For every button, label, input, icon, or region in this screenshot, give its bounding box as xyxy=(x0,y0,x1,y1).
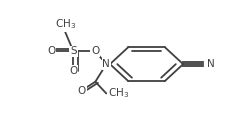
Text: N: N xyxy=(102,59,110,69)
Text: O: O xyxy=(69,66,77,76)
Text: O: O xyxy=(77,86,86,96)
Text: CH$_3$: CH$_3$ xyxy=(108,87,129,100)
Text: N: N xyxy=(207,59,215,69)
Text: O: O xyxy=(47,46,55,56)
Text: S: S xyxy=(70,46,77,56)
Text: CH$_3$: CH$_3$ xyxy=(55,18,76,31)
Text: O: O xyxy=(91,46,99,56)
